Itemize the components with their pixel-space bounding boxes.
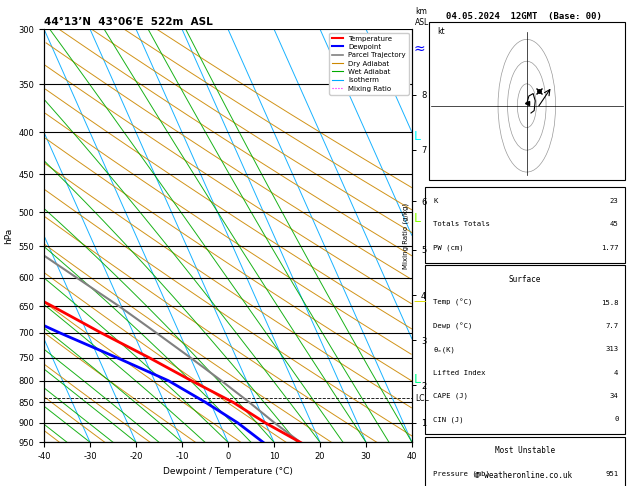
Text: kt: kt: [437, 27, 445, 36]
Text: 313: 313: [605, 347, 618, 352]
Legend: Temperature, Dewpoint, Parcel Trajectory, Dry Adiabat, Wet Adiabat, Isotherm, Mi: Temperature, Dewpoint, Parcel Trajectory…: [330, 33, 408, 95]
Text: Temp (°C): Temp (°C): [433, 299, 472, 306]
Text: Surface: Surface: [508, 275, 541, 284]
Text: L: L: [414, 130, 421, 142]
Text: 15.8: 15.8: [601, 300, 618, 306]
Text: km
ASL: km ASL: [415, 7, 430, 27]
Bar: [425, 437, 625, 486]
Text: 45: 45: [610, 222, 618, 227]
Text: Lifted Index: Lifted Index: [433, 370, 486, 376]
Bar: [425, 265, 625, 434]
Text: L: L: [414, 373, 421, 385]
Text: L: L: [414, 212, 421, 225]
Text: 7.7: 7.7: [605, 323, 618, 329]
Text: 1.77: 1.77: [601, 245, 618, 251]
Text: LCL: LCL: [416, 394, 430, 403]
Text: 23: 23: [610, 198, 618, 204]
X-axis label: Dewpoint / Temperature (°C): Dewpoint / Temperature (°C): [163, 467, 293, 475]
Text: K: K: [433, 198, 437, 204]
Text: Pressure (mb): Pressure (mb): [433, 471, 490, 477]
Text: Most Unstable: Most Unstable: [494, 447, 555, 455]
Bar: [425, 187, 625, 263]
Text: 951: 951: [605, 471, 618, 477]
Text: ≈: ≈: [414, 42, 425, 55]
Text: Totals Totals: Totals Totals: [433, 222, 490, 227]
Text: Mixing Ratio (g/kg): Mixing Ratio (g/kg): [403, 203, 409, 269]
Text: θₑ(K): θₑ(K): [433, 346, 455, 352]
Text: Dewp (°C): Dewp (°C): [433, 322, 472, 330]
Text: © weatheronline.co.uk: © weatheronline.co.uk: [475, 471, 572, 480]
Text: 04.05.2024  12GMT  (Base: 00): 04.05.2024 12GMT (Base: 00): [446, 12, 601, 21]
Y-axis label: hPa: hPa: [4, 227, 13, 244]
Text: 34: 34: [610, 393, 618, 399]
Text: 4: 4: [614, 370, 618, 376]
Text: PW (cm): PW (cm): [433, 244, 464, 251]
Text: 0: 0: [614, 417, 618, 422]
Bar: [429, 22, 625, 180]
Text: 44°13’N  43°06’E  522m  ASL: 44°13’N 43°06’E 522m ASL: [44, 17, 213, 27]
Text: CAPE (J): CAPE (J): [433, 393, 468, 399]
Text: CIN (J): CIN (J): [433, 416, 464, 422]
Text: —: —: [414, 295, 426, 308]
